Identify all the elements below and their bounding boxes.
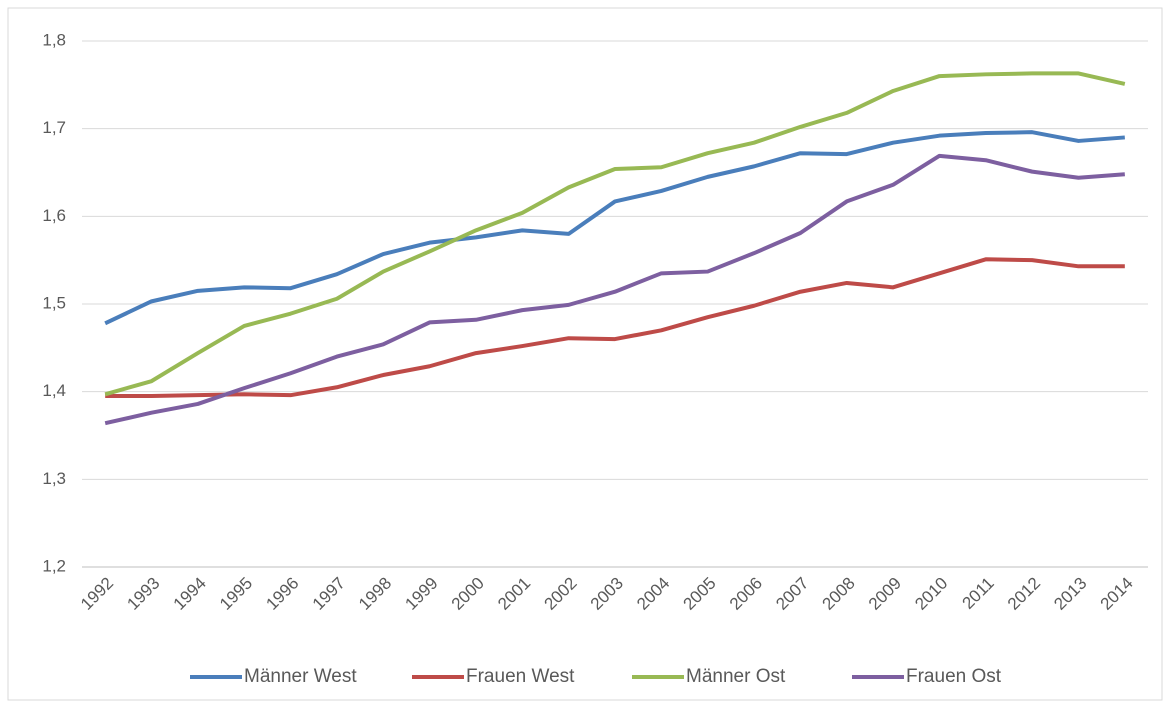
y-tick-label: 1,6	[42, 206, 66, 225]
line-series	[104, 71, 1126, 397]
legend-label: Frauen Ost	[906, 666, 1002, 687]
y-tick-label: 1,7	[42, 118, 66, 137]
y-tick-label: 1,2	[42, 556, 66, 575]
y-tick-label: 1,3	[42, 469, 66, 488]
legend-label: Frauen West	[466, 666, 575, 687]
y-tick-label: 1,8	[42, 30, 66, 49]
line-series	[105, 257, 1125, 399]
chart-border	[7, 7, 1163, 701]
y-tick-label: 1,5	[42, 293, 66, 312]
legend-label: Männer Ost	[686, 666, 786, 687]
line-series	[104, 153, 1125, 426]
legend-label: Männer West	[244, 666, 357, 687]
y-tick-label: 1,4	[42, 381, 66, 400]
line-series	[104, 130, 1125, 326]
